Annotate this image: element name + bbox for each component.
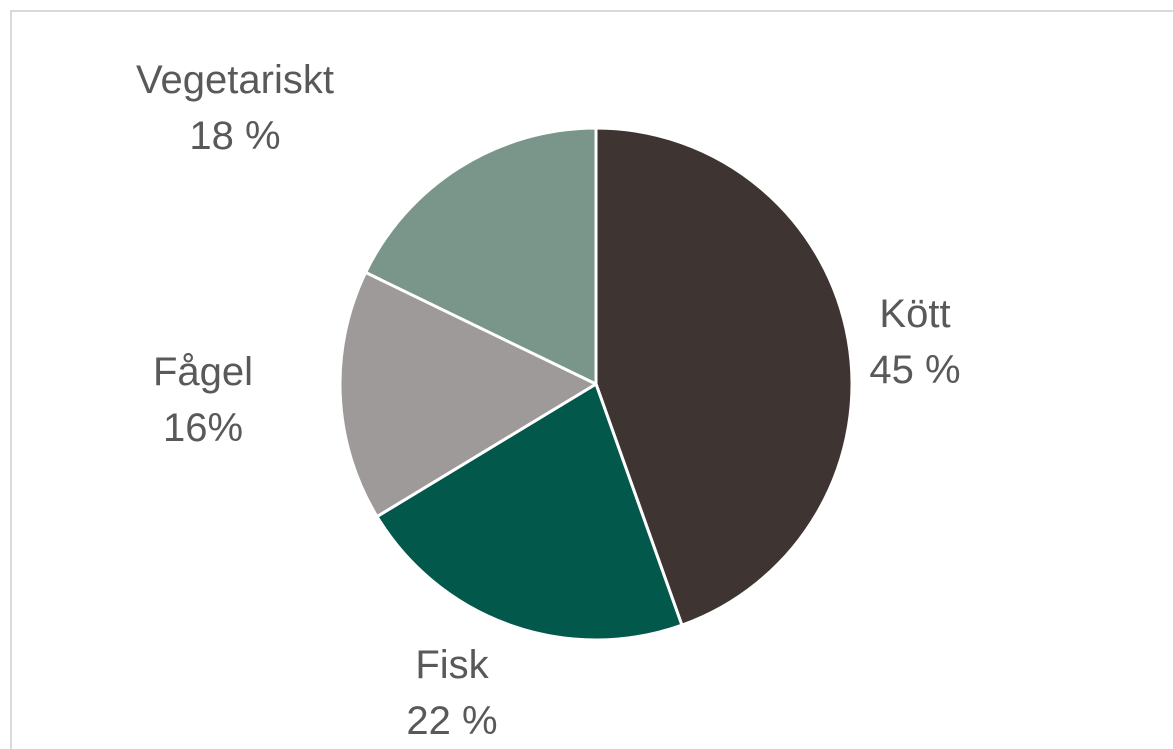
slice-category-label: Kött <box>879 292 950 336</box>
slice-percent-label: 45 % <box>869 348 960 392</box>
slice-category-label: Vegetariskt <box>136 58 334 102</box>
pie-slices <box>338 126 854 642</box>
slice-percent-label: 18 % <box>189 114 280 158</box>
chart-frame <box>10 10 1173 749</box>
pie-slice-3 <box>338 270 598 519</box>
slice-category-label: Fisk <box>415 643 489 687</box>
pie-labels: Kött 45 % Fisk 22 % Fågel 16% Vegetariskt 18 % <box>136 58 961 743</box>
pie-slice-2 <box>375 382 684 642</box>
slice-percent-label: 16% <box>163 406 243 450</box>
pie-slice-4 <box>364 126 598 386</box>
pie-slice-1 <box>594 126 854 627</box>
slice-category-label: Fågel <box>153 350 253 394</box>
slice-percent-label: 22 % <box>406 699 497 743</box>
